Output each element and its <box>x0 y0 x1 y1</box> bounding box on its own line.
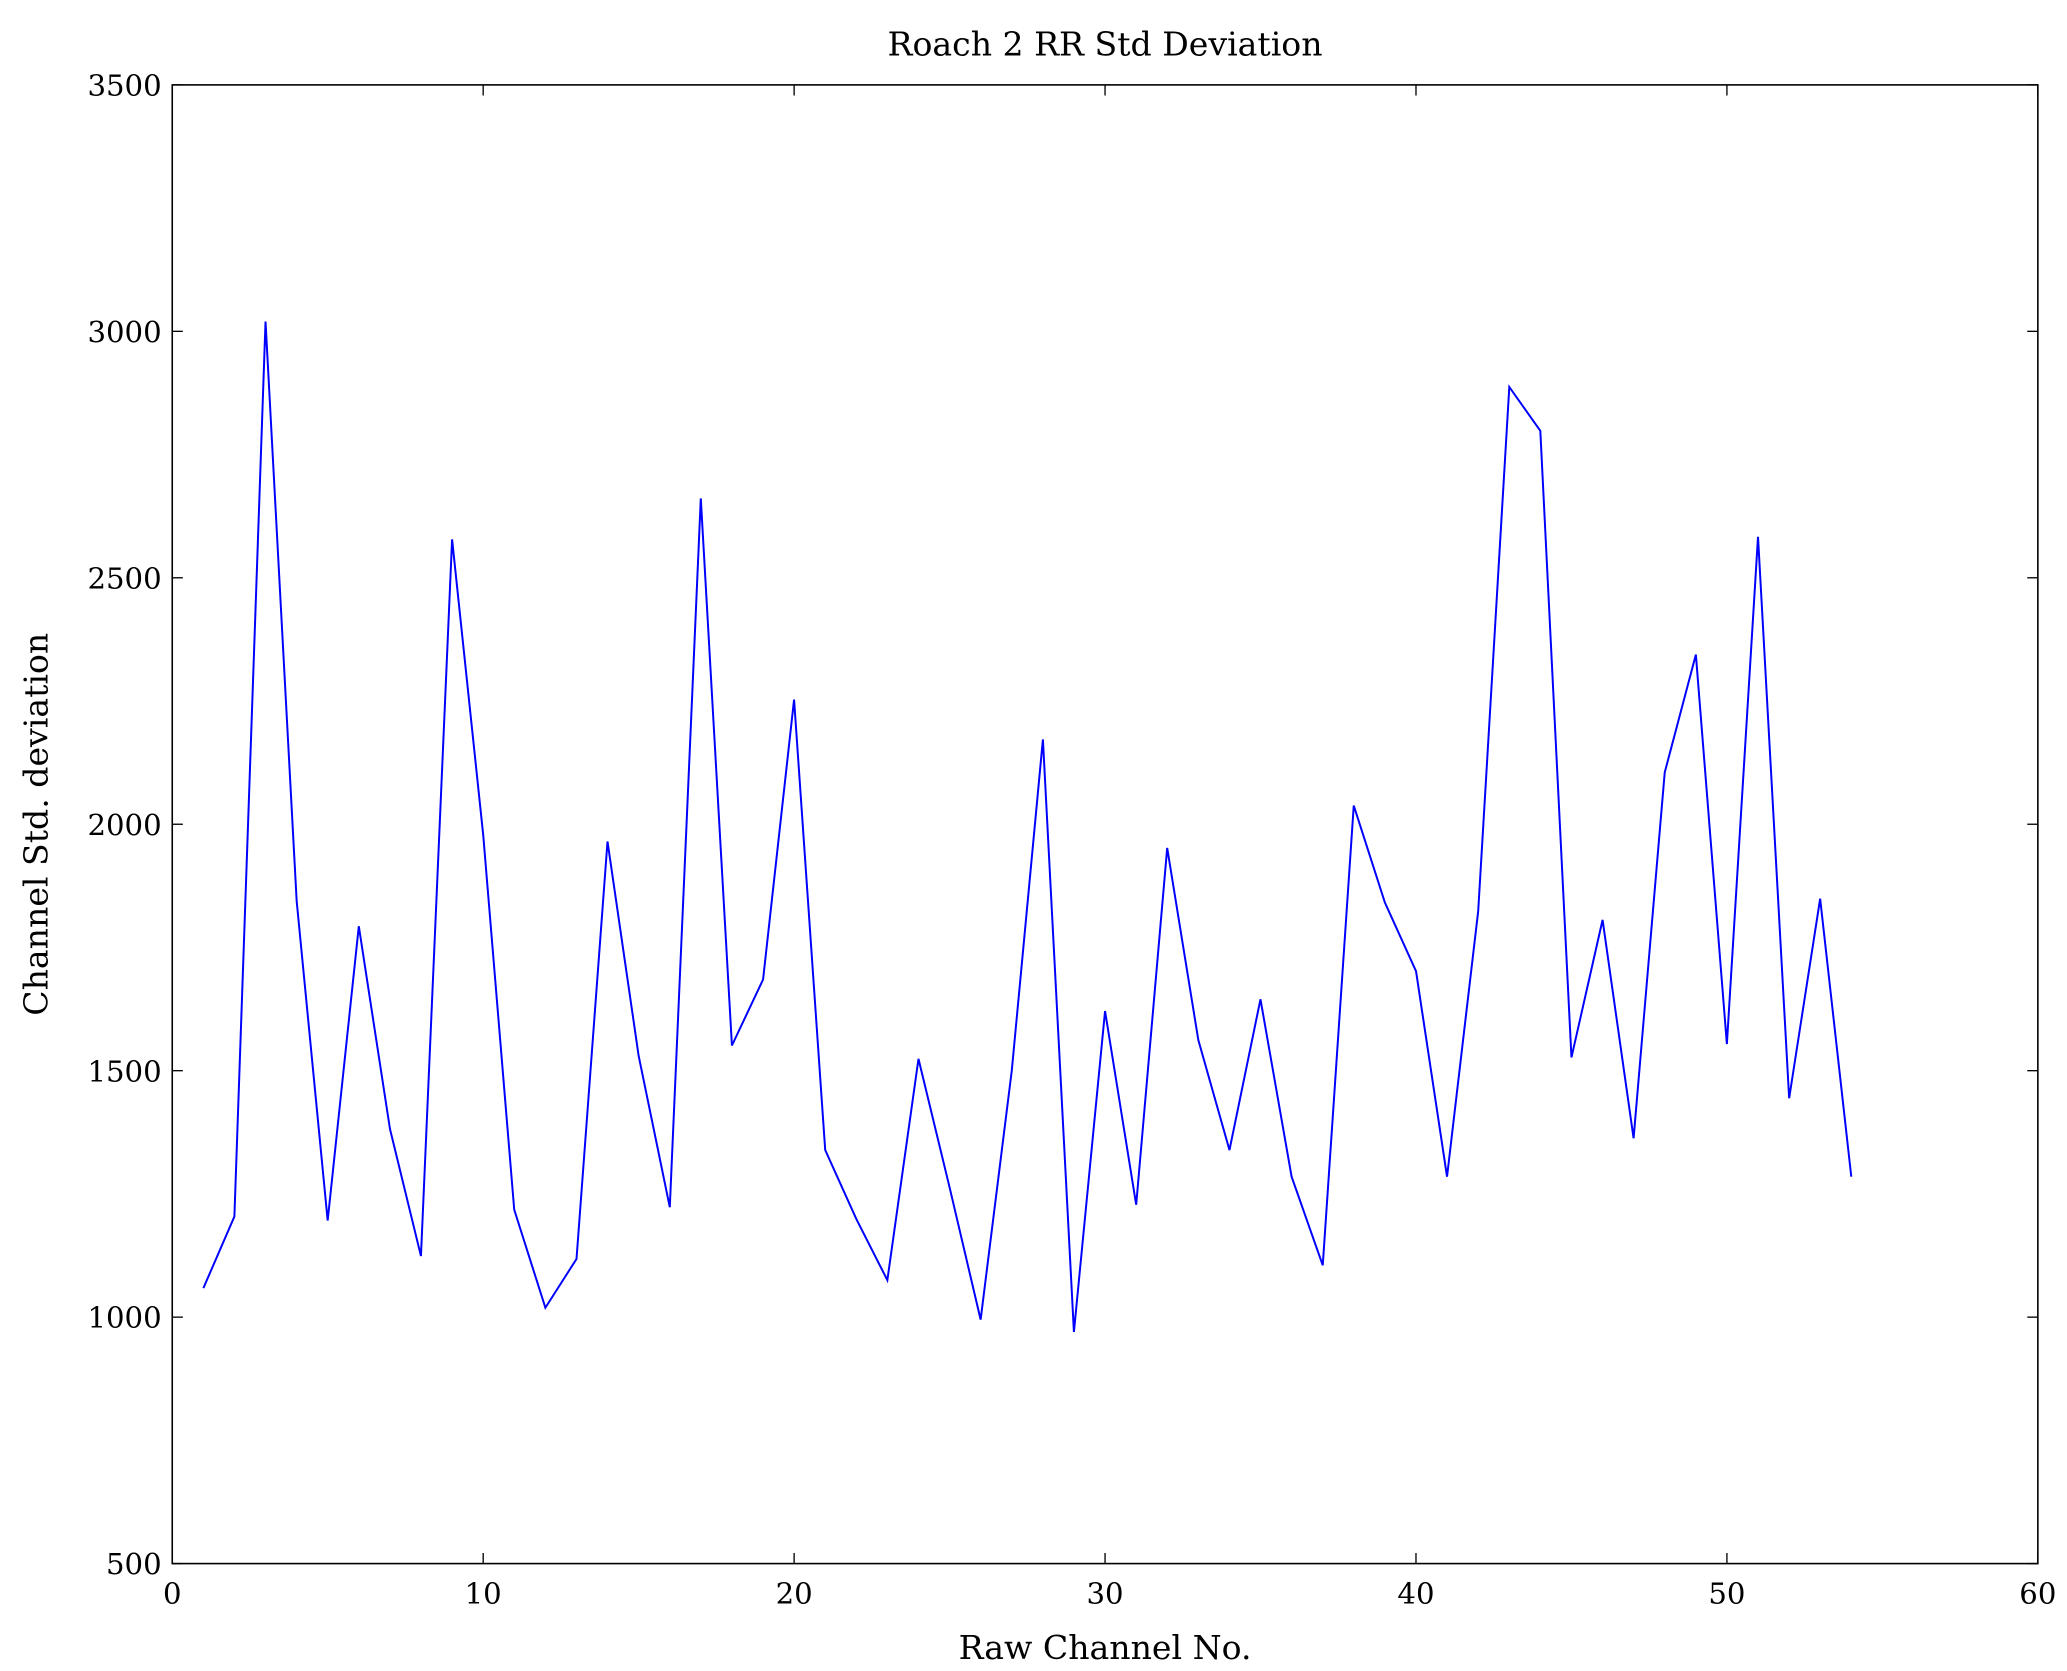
plot-frame <box>171 84 2039 1565</box>
axis-ticks: 0 10 20 30 40 50 60 500 1000 1500 2000 2500 3000 3500 <box>87 68 2056 1610</box>
y-tick-label: 2000 <box>87 808 161 842</box>
chart-title: Roach 2 RR Std Deviation <box>888 25 1323 64</box>
y-tick-label: 3500 <box>87 68 161 102</box>
y-axis-label: Channel Std. deviation <box>17 633 56 1016</box>
y-tick-label: 3000 <box>87 315 161 349</box>
x-tick-label: 0 <box>163 1576 182 1610</box>
x-tick-label: 10 <box>465 1576 502 1610</box>
x-tick-label: 30 <box>1087 1576 1124 1610</box>
x-tick-label: 50 <box>1708 1576 1745 1610</box>
x-tick-label: 20 <box>776 1576 813 1610</box>
y-tick-label: 1500 <box>87 1054 161 1088</box>
y-tick-label: 1000 <box>87 1301 161 1335</box>
x-axis-label: Raw Channel No. <box>959 1628 1252 1667</box>
x-tick-label: 60 <box>2019 1576 2056 1610</box>
series-layer <box>202 321 1853 1333</box>
series-line-std <box>202 321 1853 1333</box>
y-tick-label: 500 <box>106 1547 162 1581</box>
y-tick-label: 2500 <box>87 561 161 595</box>
x-tick-label: 40 <box>1397 1576 1434 1610</box>
